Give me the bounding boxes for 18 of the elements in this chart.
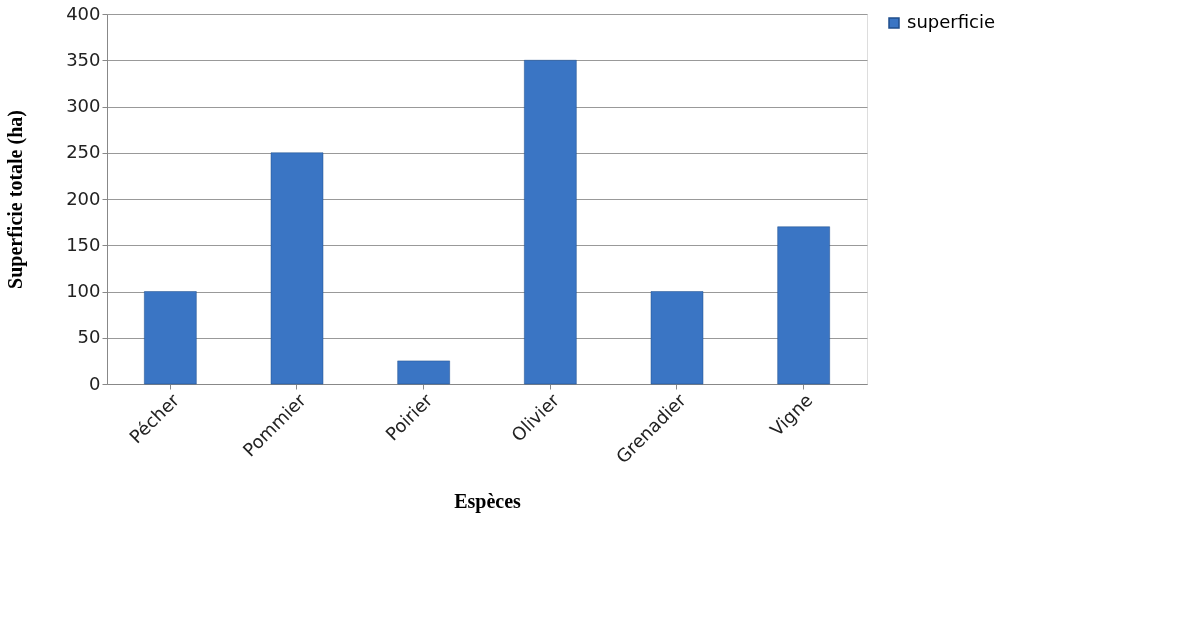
legend-label: superficie [907, 11, 995, 32]
y-tick-label: 250 [66, 141, 101, 163]
y-tick-label: 200 [66, 187, 101, 209]
y-tick-label: 350 [66, 48, 101, 70]
bar [270, 152, 324, 385]
y-tick-label: 300 [66, 95, 101, 116]
y-tick-label: 50 [77, 326, 101, 348]
bar [524, 60, 577, 385]
x-axis-title: Espèces [454, 490, 522, 514]
y-axis-title: Superficie totale (ha) [4, 110, 28, 289]
bar [144, 291, 197, 385]
y-tick-label: 0 [89, 372, 101, 394]
y-tick-label: 150 [66, 233, 101, 255]
bar [397, 360, 450, 385]
y-tick-label: 100 [66, 280, 101, 301]
bar [650, 291, 704, 385]
y-tick-label: 400 [66, 2, 101, 24]
bar [777, 226, 830, 385]
